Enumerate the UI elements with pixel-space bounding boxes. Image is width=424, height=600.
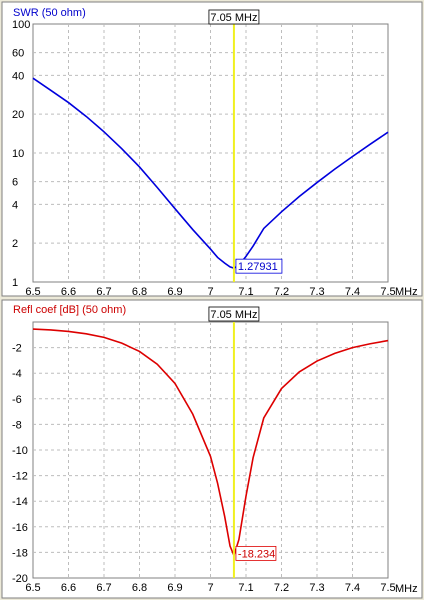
x-tick-label: 7.1 <box>238 582 253 594</box>
refl-grid <box>33 322 388 578</box>
y-tick-label: -18 <box>12 547 28 559</box>
y-tick-label: 1 <box>12 277 18 289</box>
y-tick-label: 6 <box>12 177 18 189</box>
y-tick-label: 40 <box>12 70 24 82</box>
refl-marker-frequency-label: 7.05 MHz <box>210 309 257 321</box>
swr-marker-value-box: 1.27931 <box>235 258 283 274</box>
refl-marker-value-label: -18.234 <box>238 548 275 560</box>
swr-marker-value-label: 1.27931 <box>238 261 278 273</box>
x-tick-label: 7 <box>207 582 213 594</box>
x-tick-label: 7.4 <box>345 286 360 298</box>
refl-chart-title: Refl coef [dB] (50 ohm) <box>13 304 126 316</box>
x-tick-label: 7.2 <box>274 582 289 594</box>
y-tick-label: -20 <box>12 573 28 585</box>
refl-x-tick-labels: 6.5 6.6 6.7 6.8 6.9 7 7.1 7.2 7.3 7.4 7.5 <box>25 582 395 594</box>
y-tick-label: -12 <box>12 471 28 483</box>
swr-series-line <box>32 77 389 270</box>
swr-marker-frequency-box[interactable]: 7.05 MHz <box>208 9 260 25</box>
y-tick-label: 10 <box>12 148 24 160</box>
x-tick-label: 6.9 <box>167 286 182 298</box>
refl-marker-value-frame <box>235 545 277 561</box>
x-tick-label: 6.6 <box>61 286 76 298</box>
y-tick-label: 4 <box>12 199 18 211</box>
x-tick-label: 6.5 <box>25 582 40 594</box>
x-tick-label: 7.3 <box>309 286 324 298</box>
y-tick-label: 100 <box>12 19 30 31</box>
refl-series-line <box>32 328 389 558</box>
swr-marker-frequency-label: 7.05 MHz <box>210 12 257 24</box>
x-tick-label: 7.5 <box>380 286 395 298</box>
x-tick-label: 7.4 <box>345 582 360 594</box>
y-tick-label: 2 <box>12 238 18 250</box>
x-tick-label: 7.2 <box>274 286 289 298</box>
x-tick-label: 7.1 <box>238 286 253 298</box>
y-tick-label: 20 <box>12 109 24 121</box>
x-tick-label: 7 <box>207 286 213 298</box>
refl-marker-value-box: -18.234 <box>235 545 277 561</box>
y-tick-label: -4 <box>12 368 22 380</box>
y-tick-label: -10 <box>12 445 28 457</box>
swr-x-tick-labels: 6.5 6.6 6.7 6.8 6.9 7 7.1 7.2 7.3 7.4 7.5 <box>25 286 395 298</box>
x-tick-label: 6.5 <box>25 286 40 298</box>
x-tick-label: 6.8 <box>132 582 147 594</box>
swr-y-tick-labels: 1 2 4 6 10 20 40 60 100 <box>12 19 30 289</box>
x-tick-label: 7.5 <box>380 582 395 594</box>
x-tick-label: 6.6 <box>61 582 76 594</box>
y-tick-label: -8 <box>12 419 22 431</box>
x-tick-label: 7.3 <box>309 582 324 594</box>
y-tick-label: 60 <box>12 48 24 60</box>
swr-marker-frequency-frame <box>208 9 260 25</box>
y-tick-label: -2 <box>12 343 22 355</box>
x-tick-label: 6.8 <box>132 286 147 298</box>
refl-marker-frequency-box[interactable]: 7.05 MHz <box>208 306 260 322</box>
x-tick-label: 6.7 <box>96 582 111 594</box>
swr-grid <box>33 24 388 282</box>
x-tick-label: 6.9 <box>167 582 182 594</box>
y-tick-label: -6 <box>12 394 22 406</box>
y-tick-label: -16 <box>12 522 28 534</box>
refl-marker-frequency-frame <box>208 306 260 322</box>
refl-y-tick-labels: -2 -4 -6 -8 -10 -12 -14 -16 -18 -20 <box>12 343 28 585</box>
swr-marker-value-frame <box>235 258 283 274</box>
swr-chart-title: SWR (50 ohm) <box>13 7 86 19</box>
refl-panel: Refl coef [dB] (50 ohm) -2 -4 -6 -8 -10 -12 -1… <box>1 299 423 599</box>
x-tick-label: 6.7 <box>96 286 111 298</box>
y-tick-label: -14 <box>12 496 28 508</box>
refl-x-unit-label: MHz <box>395 583 418 595</box>
swr-x-unit-label: MHz <box>395 286 418 298</box>
